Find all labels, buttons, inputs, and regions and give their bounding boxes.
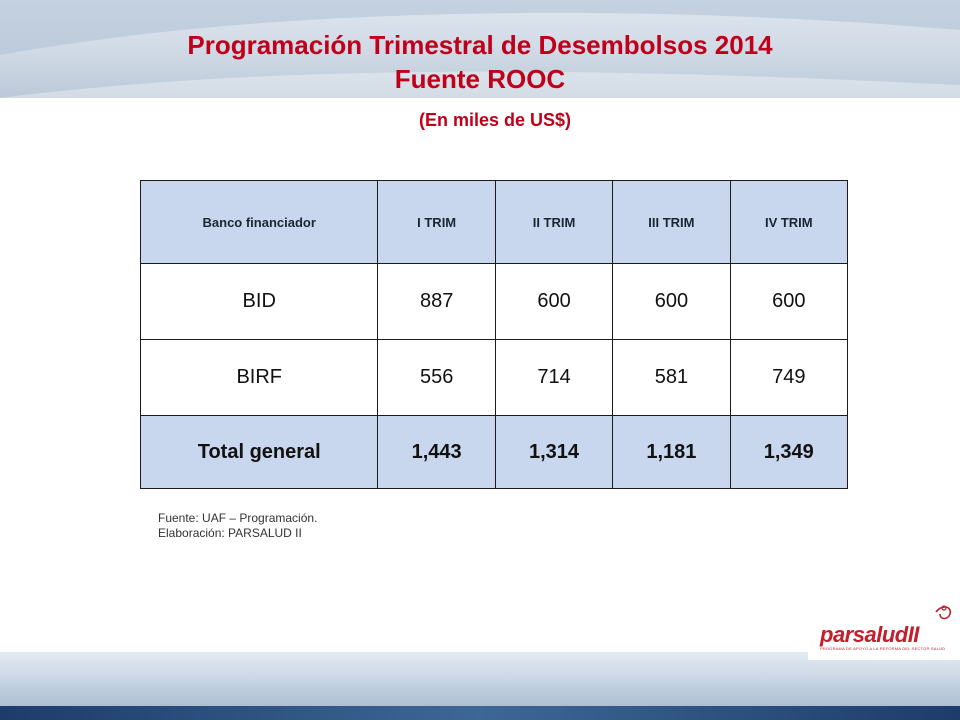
header-trim-1: I TRIM (377, 180, 496, 264)
cell-value: 887 (377, 263, 496, 340)
cell-value: 581 (612, 339, 731, 416)
banner-swoosh (0, 0, 960, 98)
table-total-row: Total general 1,443 1,314 1,181 1,349 (139, 415, 849, 489)
title-line-1: Programación Trimestral de Desembolsos 2… (187, 30, 773, 60)
total-value: 1,349 (729, 415, 849, 489)
cell-value: 600 (729, 263, 849, 340)
row-bank-name: BID (139, 263, 379, 340)
cell-value: 600 (494, 263, 614, 340)
bottom-banner-stripe (0, 706, 960, 720)
logo-wordmark: parsaludII (820, 622, 919, 647)
elaboration-line: Elaboración: PARSALUD II (158, 526, 302, 540)
table-header-row: Banco financiador I TRIM II TRIM III TRI… (139, 180, 849, 264)
table-row: BIRF 556 714 581 749 (139, 339, 849, 416)
source-note: Fuente: UAF – Programación. Elaboración:… (158, 511, 317, 541)
cell-value: 556 (377, 339, 496, 416)
parsalud-logo: parsaludII PROGRAMA DE APOYO A LA REFORM… (808, 598, 960, 660)
total-value: 1,181 (612, 415, 731, 489)
cell-value: 600 (612, 263, 731, 340)
logo-tagline: PROGRAMA DE APOYO A LA REFORMA DEL SECTO… (820, 646, 946, 651)
slide-title: Programación Trimestral de Desembolsos 2… (0, 28, 960, 96)
header-trim-2: II TRIM (494, 180, 614, 264)
disbursement-table: Banco financiador I TRIM II TRIM III TRI… (139, 180, 849, 489)
total-value: 1,314 (494, 415, 614, 489)
header-trim-3: III TRIM (612, 180, 731, 264)
logo-swirl-icon (935, 605, 952, 620)
header-bank: Banco financiador (139, 180, 379, 264)
total-label: Total general (139, 415, 379, 489)
header-trim-4: IV TRIM (729, 180, 849, 264)
slide-subtitle: (En miles de US$) (418, 110, 572, 130)
cell-value: 749 (729, 339, 849, 416)
row-bank-name: BIRF (139, 339, 379, 416)
title-line-2: Fuente ROOC (394, 64, 566, 94)
cell-value: 714 (494, 339, 614, 416)
total-value: 1,443 (377, 415, 496, 489)
table-row: BID 887 600 600 600 (139, 263, 849, 340)
source-line: Fuente: UAF – Programación. (158, 511, 318, 525)
